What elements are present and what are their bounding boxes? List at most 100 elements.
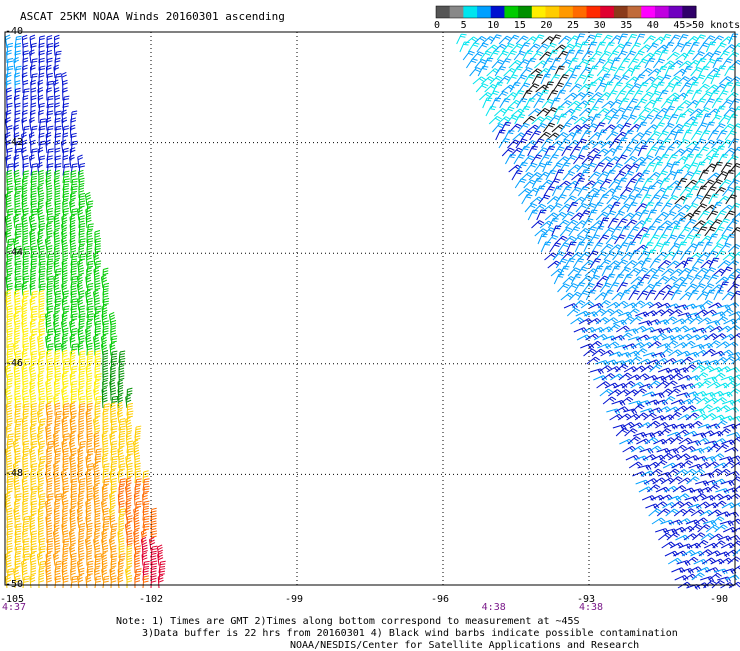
wind-barb-flag: [23, 158, 28, 159]
wind-barb-flag: [15, 518, 20, 519]
wind-barb-flag: [151, 556, 156, 557]
wind-barb-flag: [16, 286, 21, 287]
wind-barb-flag: [128, 444, 133, 445]
wind-barb-flag: [144, 481, 149, 482]
wind-barb-flag: [23, 98, 28, 99]
wind-barb-flag: [119, 565, 124, 567]
wind-barb-flag: [721, 133, 726, 134]
wind-barb-flag: [87, 523, 92, 524]
wind-barb-flag: [111, 378, 116, 380]
wind-barb-flag: [112, 489, 117, 490]
wind-barb-flag: [103, 289, 108, 290]
wind-barb-flag: [606, 37, 611, 39]
wind-barb-flag: [111, 408, 116, 410]
wind-barb-flag: [64, 366, 69, 367]
wind-barb-flag: [120, 479, 125, 480]
wind-barb-flag: [540, 126, 545, 128]
wind-barb-flag: [8, 439, 13, 440]
wind-barb-flag: [71, 243, 76, 245]
wind-barb-flag: [30, 528, 35, 530]
wind-barb-flag: [72, 181, 77, 182]
wind-barb-flag: [95, 233, 100, 235]
wind-barb-flag: [23, 240, 28, 242]
wind-barb-flag: [473, 59, 478, 61]
wind-barb-flag: [95, 518, 100, 519]
wind-barb-flag: [8, 244, 13, 245]
wind-barb-flag: [63, 398, 68, 399]
wind-barb-flag: [110, 568, 115, 570]
wind-barb-flag: [32, 59, 37, 60]
wind-barb-flag: [56, 343, 61, 344]
wind-barb-flag: [96, 324, 101, 325]
wind-barb-flag: [56, 269, 61, 270]
wind-barb-flag: [675, 93, 679, 96]
wind-barb-flag: [151, 573, 156, 574]
wind-barb-flag: [103, 356, 108, 358]
wind-barb: [600, 74, 605, 84]
wind-barb-flag: [608, 103, 612, 106]
wind-barb-flag: [668, 45, 673, 46]
wind-barb-flag: [104, 471, 109, 472]
wind-barb-flag: [23, 236, 28, 237]
wind-barb-flag: [16, 279, 21, 280]
wind-barb: [564, 93, 572, 100]
wind-barb-flag: [64, 126, 69, 127]
wind-barb-flag: [659, 76, 664, 78]
wind-barb-flag: [88, 466, 93, 467]
wind-barb-flag: [48, 283, 53, 284]
wind-barb-flag: [610, 69, 615, 71]
wind-barb-flag: [39, 221, 44, 222]
wind-barb: [672, 43, 679, 52]
wind-barb-flag: [463, 44, 468, 45]
wind-barb-flag: [103, 291, 108, 292]
wind-barb-flag: [39, 198, 44, 199]
wind-barb-flag: [685, 45, 690, 46]
wind-barb: [664, 106, 669, 116]
wind-barb-flag: [698, 114, 703, 115]
wind-barb-flag: [47, 461, 52, 463]
wind-barb-flag: [584, 60, 589, 62]
wind-barb-flag: [88, 286, 93, 287]
wind-barb-flag: [78, 210, 83, 212]
wind-barb-flag: [717, 38, 722, 40]
wind-barb-flag: [63, 328, 68, 329]
wind-barb-flag: [40, 546, 45, 547]
wind-barb-flag: [23, 486, 28, 487]
wind-barb-flag: [120, 433, 125, 434]
wind-barb-flag: [48, 358, 53, 359]
wind-barb-flag: [24, 409, 29, 410]
wind-barb-flag: [470, 51, 475, 53]
wind-barb-flag: [7, 565, 12, 567]
wind-barb-flag: [112, 478, 117, 479]
wind-barb-flag: [55, 256, 60, 258]
wind-barb-flag: [714, 131, 719, 132]
wind-barb-flag: [96, 559, 101, 560]
wind-barb-flag: [63, 251, 68, 253]
wind-barb-flag: [32, 129, 37, 130]
wind-barb: [596, 42, 601, 52]
wind-barb-flag: [127, 483, 132, 485]
wind-barb-flag: [32, 446, 37, 447]
wind-barb-flag: [23, 428, 28, 430]
wind-barb-flag: [95, 385, 100, 387]
wind-barb-flag: [567, 83, 572, 84]
wind-barb-flag: [7, 103, 12, 104]
wind-barb-flag: [640, 34, 645, 35]
wind-barb-flag: [79, 191, 84, 193]
wind-barb-flag: [23, 454, 28, 455]
wind-barb-flag: [79, 271, 84, 273]
wind-barb-flag: [39, 483, 44, 485]
wind-barb-flag: [656, 100, 661, 101]
wind-barb-flag: [40, 419, 45, 420]
wind-barb-flag: [700, 61, 705, 62]
wind-barb-flag: [8, 354, 13, 355]
wind-barb-flag: [70, 323, 75, 325]
wind-barb-flag: [88, 561, 93, 562]
wind-barb-flag: [111, 546, 116, 547]
wind-barb-flag: [23, 273, 28, 274]
wind-barb-flag: [537, 69, 541, 72]
wind-barb-flag: [70, 403, 75, 405]
wind-barb-flag: [48, 114, 53, 115]
wind-barb-flag: [55, 98, 60, 100]
wind-barb-flag: [71, 463, 76, 465]
